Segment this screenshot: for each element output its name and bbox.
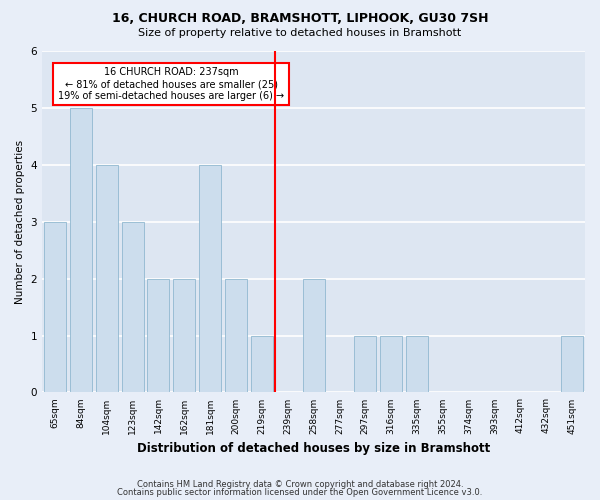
- Text: Contains HM Land Registry data © Crown copyright and database right 2024.: Contains HM Land Registry data © Crown c…: [137, 480, 463, 489]
- Y-axis label: Number of detached properties: Number of detached properties: [15, 140, 25, 304]
- Text: 16, CHURCH ROAD, BRAMSHOTT, LIPHOOK, GU30 7SH: 16, CHURCH ROAD, BRAMSHOTT, LIPHOOK, GU3…: [112, 12, 488, 26]
- Bar: [225, 279, 247, 392]
- Bar: [251, 336, 273, 392]
- Bar: [70, 108, 92, 393]
- Bar: [122, 222, 143, 392]
- Text: Size of property relative to detached houses in Bramshott: Size of property relative to detached ho…: [139, 28, 461, 38]
- Bar: [406, 336, 428, 392]
- Bar: [148, 279, 169, 392]
- Text: Contains public sector information licensed under the Open Government Licence v3: Contains public sector information licen…: [118, 488, 482, 497]
- Bar: [199, 165, 221, 392]
- Text: 16 CHURCH ROAD: 237sqm
← 81% of detached houses are smaller (25)
19% of semi-det: 16 CHURCH ROAD: 237sqm ← 81% of detached…: [58, 68, 284, 100]
- Bar: [354, 336, 376, 392]
- Bar: [44, 222, 66, 392]
- X-axis label: Distribution of detached houses by size in Bramshott: Distribution of detached houses by size …: [137, 442, 490, 455]
- Bar: [561, 336, 583, 392]
- Bar: [173, 279, 195, 392]
- Bar: [95, 165, 118, 392]
- Bar: [380, 336, 402, 392]
- Bar: [302, 279, 325, 392]
